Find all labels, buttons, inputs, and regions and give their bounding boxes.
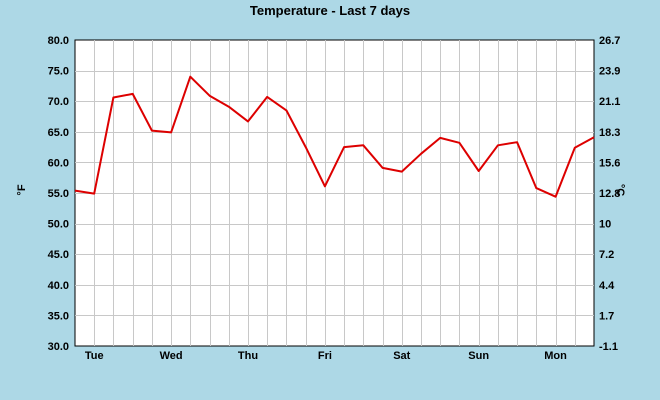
- y-tick-right-label: 15.6: [599, 157, 620, 169]
- x-tick-label: Sun: [468, 350, 489, 362]
- y-tick-left-label: 70.0: [48, 96, 69, 108]
- y-tick-left-label: 65.0: [48, 127, 69, 139]
- x-axis: Tue Wed Thu Fri Sat Sun Mon: [85, 350, 567, 362]
- series-line-temperature: [74, 75, 595, 198]
- y-tick-left-label: 45.0: [48, 249, 69, 261]
- grid-lines: [75, 40, 594, 346]
- y-tick-left-label: 80.0: [48, 35, 69, 47]
- y-tick-left-label: 55.0: [48, 188, 69, 200]
- x-tick-label: Sat: [393, 350, 410, 362]
- y-tick-right-label: -1.1: [599, 341, 618, 353]
- y-axis-left: 80.0 75.0 70.0 65.0 60.0 55.0 50.0 45.0 40.0 35.0…: [48, 35, 69, 353]
- y-axis-label-left: °F: [16, 184, 28, 195]
- x-tick-label: Tue: [85, 350, 104, 362]
- y-axis-label-right: °C: [614, 184, 626, 196]
- y-tick-right-label: 18.3: [599, 127, 620, 139]
- x-tick-label: Mon: [544, 350, 567, 362]
- y-tick-right-label: 23.9: [599, 66, 620, 78]
- y-tick-right-label: 4.4: [599, 280, 615, 292]
- chart-title: Temperature - Last 7 days: [250, 3, 410, 18]
- x-tick-label: Thu: [238, 350, 258, 362]
- y-tick-right-label: 7.2: [599, 249, 614, 261]
- y-tick-right-label: 1.7: [599, 310, 614, 322]
- series-layer: [74, 75, 595, 198]
- y-tick-right-label: 12.8: [599, 188, 620, 200]
- y-tick-left-label: 75.0: [48, 66, 69, 78]
- x-tick-label: Fri: [318, 350, 332, 362]
- y-tick-left-label: 35.0: [48, 310, 69, 322]
- y-tick-right-label: 26.7: [599, 35, 620, 47]
- x-tick-label: Wed: [160, 350, 183, 362]
- y-tick-right-label: 21.1: [599, 96, 620, 108]
- y-tick-left-label: 50.0: [48, 219, 69, 231]
- y-tick-left-label: 30.0: [48, 341, 69, 353]
- y-tick-left-label: 40.0: [48, 280, 69, 292]
- y-tick-left-label: 60.0: [48, 157, 69, 169]
- y-axis-right: 26.7 23.9 21.1 18.3 15.6 12.8 10 7.2 4.4 1.7 -1.1: [599, 35, 620, 353]
- y-tick-right-label: 10: [599, 219, 611, 231]
